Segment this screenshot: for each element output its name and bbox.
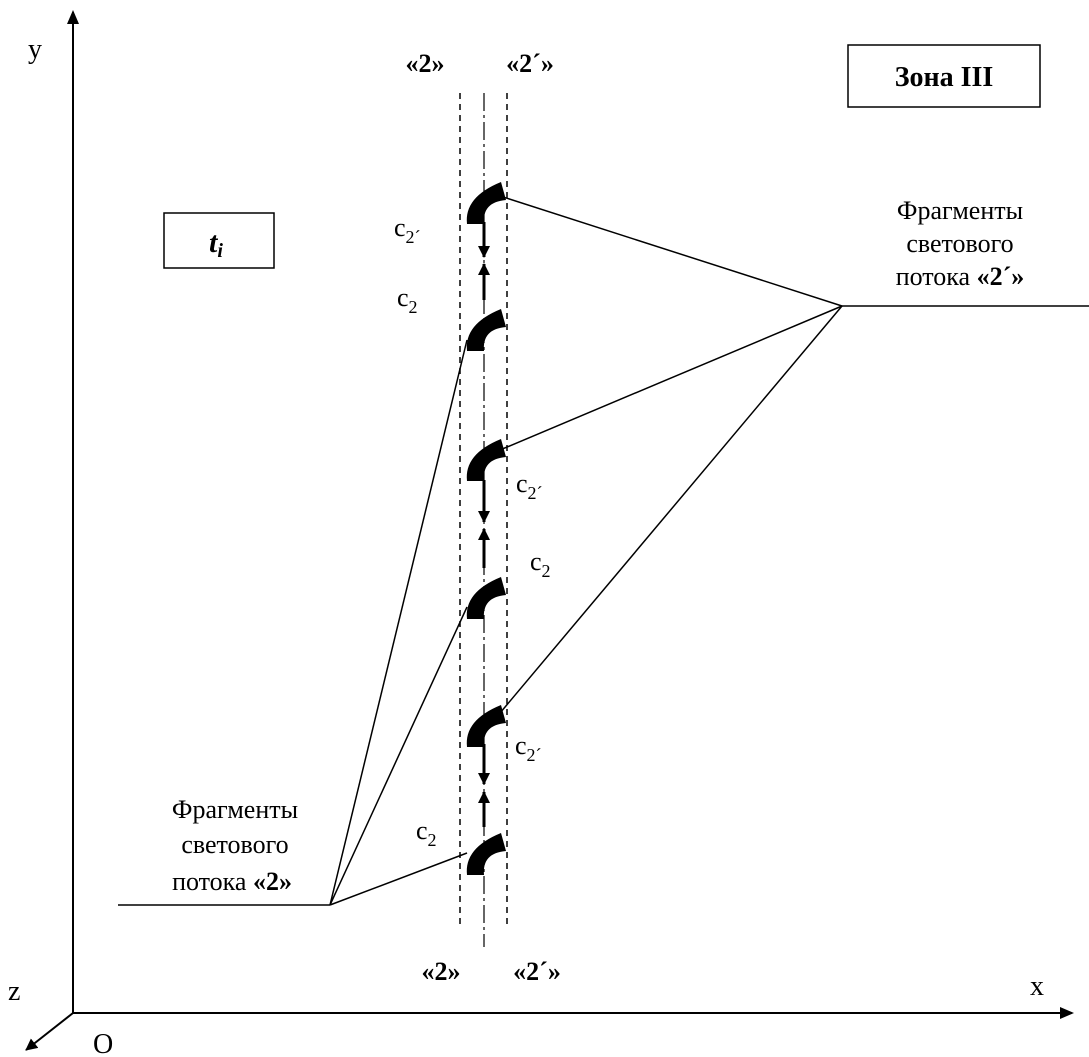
time-subscript: i [217,240,223,262]
right-flux-line [499,195,843,307]
time-box [163,212,275,269]
left-caption-line1: Фрагменты [172,795,298,824]
axes [25,10,1074,1051]
boundary-label-2prime-top: «2´» [506,49,554,78]
velocity-label-c2prime: c2´ [516,469,543,503]
right-caption-line2: светового [906,229,1013,258]
velocity-label-c2: c2 [416,816,437,850]
z-axis-label: z [8,976,20,1007]
left-caption-line3: потока «2» [172,867,292,896]
x-axis-label: x [1030,971,1044,1002]
time-label: ti [209,226,223,262]
boundary-label-2prime-bottom: «2´» [513,957,561,986]
fragments [466,182,506,875]
right-flux-line [499,305,843,451]
origin-label: O [93,1029,113,1057]
left-caption-line2: светового [181,830,288,859]
left-caption: Фрагменты светового потока «2» [172,795,298,896]
left-flux-line [329,852,468,906]
zone-box [847,44,1041,108]
velocity-label-c2: c2 [530,547,551,581]
zone-label: Зона III [895,62,994,93]
velocity-label-c2: c2 [397,283,418,317]
right-caption-line3: потока «2´» [896,262,1025,291]
right-caption-line1: Фрагменты [897,196,1023,225]
right-flux-lines [499,195,1089,714]
left-flux-line [329,339,468,906]
right-flux-line [499,305,843,714]
left-flux-line [329,606,468,906]
boundary-label-2-bottom: «2» [422,957,461,986]
y-axis-label: y [28,34,42,65]
light-fragment [466,577,506,619]
velocity-label-c2prime: c2´ [515,731,542,765]
light-fragment [466,182,506,224]
light-fragment [466,439,506,481]
light-fragment [466,705,506,747]
light-fragment [466,309,506,351]
boundary-label-2-top: «2» [406,49,445,78]
left-flux-lines [118,339,468,906]
light-fragment [466,833,506,875]
z-axis [25,1012,74,1051]
right-caption: Фрагменты светового потока «2´» [896,196,1025,291]
velocity-label-c2prime: c2´ [394,213,421,247]
